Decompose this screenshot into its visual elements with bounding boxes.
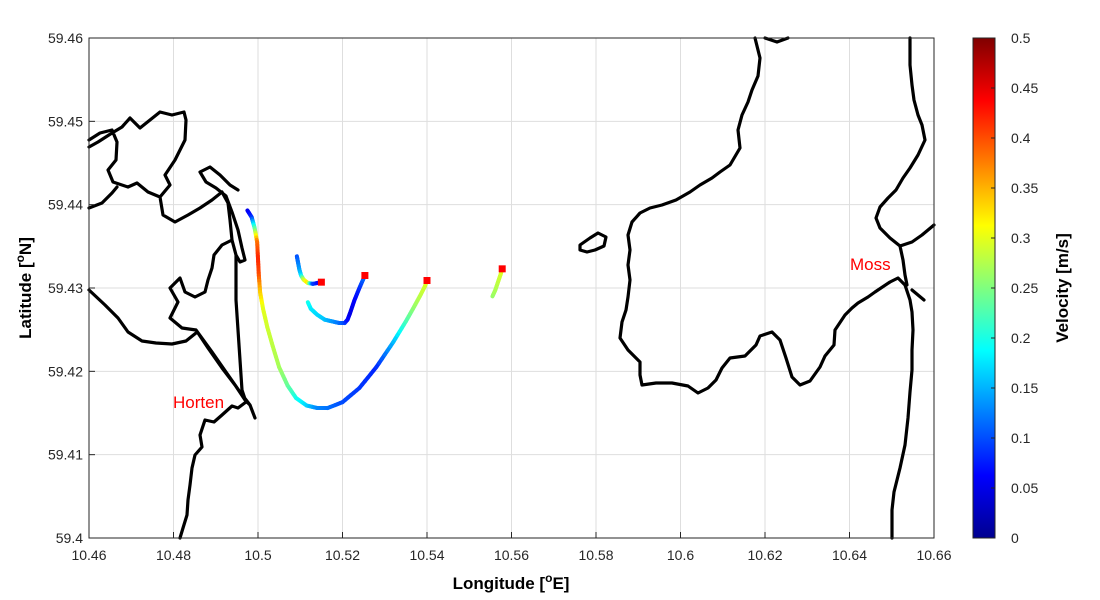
colorbar-tick-label: 0.5 [1011, 30, 1031, 46]
x-tick-label: 10.46 [71, 547, 106, 563]
x-tick-label: 10.5 [244, 547, 271, 563]
start-marker [318, 279, 325, 286]
start-marker [424, 277, 431, 284]
x-axis-label: Longitude [oE] [453, 571, 570, 593]
x-tick-label: 10.58 [578, 547, 613, 563]
colorbar-tick-label: 0.4 [1011, 130, 1031, 146]
colorbar-tick-label: 0.25 [1011, 280, 1038, 296]
y-tick-label: 59.4 [56, 530, 83, 546]
x-tick-label: 10.66 [916, 547, 951, 563]
colorbar-tick-label: 0.3 [1011, 230, 1031, 246]
y-axis-label: Latitude [oN] [13, 237, 35, 339]
place-label-moss: Moss [850, 255, 891, 274]
x-tick-label: 10.62 [747, 547, 782, 563]
start-marker [361, 272, 368, 279]
y-tick-label: 59.44 [48, 197, 83, 213]
start-marker [499, 265, 506, 272]
colorbar-tick-label: 0.1 [1011, 430, 1031, 446]
colorbar-tick-label: 0.05 [1011, 480, 1038, 496]
y-tick-label: 59.46 [48, 30, 83, 46]
y-tick-label: 59.42 [48, 363, 83, 379]
colorbar-tick-label: 0.2 [1011, 330, 1031, 346]
y-tick-label: 59.41 [48, 447, 83, 463]
place-label-horten: Horten [173, 393, 224, 412]
x-tick-label: 10.64 [832, 547, 867, 563]
x-tick-label: 10.52 [325, 547, 360, 563]
colorbar-tick-label: 0 [1011, 530, 1019, 546]
x-tick-label: 10.56 [494, 547, 529, 563]
colorbar-tick-label: 0.15 [1011, 380, 1038, 396]
colorbar-tick-label: 0.45 [1011, 80, 1038, 96]
y-tick-label: 59.43 [48, 280, 83, 296]
x-tick-label: 10.54 [409, 547, 444, 563]
colorbar-tick-label: 0.35 [1011, 180, 1038, 196]
plot-area: Horten Moss [89, 38, 934, 538]
x-tick-label: 10.48 [156, 547, 191, 563]
colorbar-label: Velocity [m/s] [1053, 233, 1072, 343]
y-tick-label: 59.45 [48, 113, 83, 129]
x-tick-label: 10.6 [667, 547, 694, 563]
